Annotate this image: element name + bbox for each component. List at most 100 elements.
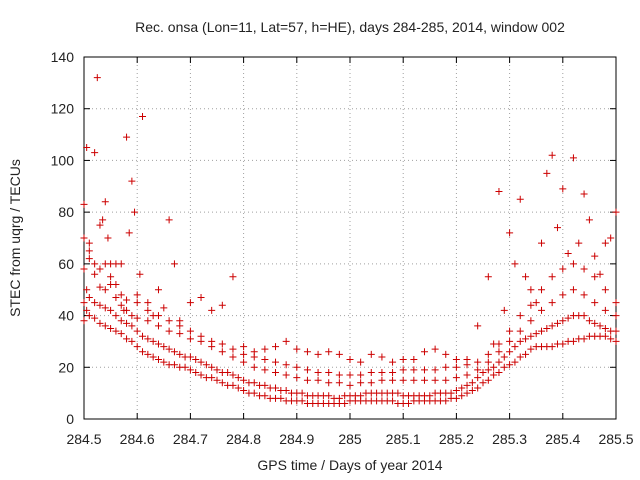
data-point — [144, 317, 152, 325]
data-point — [224, 368, 232, 376]
data-point — [240, 358, 248, 366]
data-point — [80, 200, 88, 208]
data-point — [99, 216, 107, 224]
data-point — [431, 366, 439, 374]
data-point — [240, 350, 248, 358]
data-point — [234, 384, 242, 392]
data-point — [107, 306, 115, 314]
data-point — [325, 379, 333, 387]
data-point — [506, 348, 514, 356]
x-tick-label: 284.7 — [173, 431, 208, 447]
data-point — [548, 322, 556, 330]
data-point — [112, 281, 120, 289]
data-point — [511, 260, 519, 268]
data-point — [532, 299, 540, 307]
data-point — [500, 306, 508, 314]
data-point — [527, 301, 535, 309]
data-point — [123, 133, 131, 141]
data-point — [500, 363, 508, 371]
data-point — [123, 335, 131, 343]
data-point — [117, 330, 125, 338]
data-point — [101, 286, 109, 294]
data-point — [229, 381, 237, 389]
data-point — [91, 299, 99, 307]
data-point — [569, 260, 577, 268]
data-point — [516, 327, 524, 335]
data-point — [463, 389, 471, 397]
data-point — [250, 363, 258, 371]
data-point — [101, 198, 109, 206]
data-point — [117, 317, 125, 325]
data-point — [218, 340, 226, 348]
data-point — [123, 296, 131, 304]
data-point — [80, 317, 88, 325]
data-point — [575, 239, 583, 247]
data-point — [229, 371, 237, 379]
data-point — [490, 363, 498, 371]
data-point — [139, 112, 147, 120]
data-point — [516, 353, 524, 361]
data-point — [442, 350, 450, 358]
data-point — [91, 260, 99, 268]
data-point — [484, 350, 492, 358]
data-point — [591, 273, 599, 281]
data-point — [612, 299, 620, 307]
data-point — [474, 366, 482, 374]
y-tick-label: 100 — [51, 152, 75, 168]
data-point — [83, 306, 91, 314]
data-point — [607, 234, 615, 242]
data-point — [612, 208, 620, 216]
data-point — [506, 327, 514, 335]
data-point — [559, 317, 567, 325]
data-point — [468, 379, 476, 387]
data-point — [357, 379, 365, 387]
data-point — [197, 293, 205, 301]
data-point — [208, 374, 216, 382]
data-point — [580, 265, 588, 273]
data-point — [527, 286, 535, 294]
data-point — [149, 337, 157, 345]
data-point — [80, 299, 88, 307]
data-point — [548, 299, 556, 307]
data-point — [234, 374, 242, 382]
data-point — [261, 366, 269, 374]
data-point — [128, 177, 136, 185]
data-point — [522, 273, 530, 281]
data-point — [272, 384, 280, 392]
data-point — [165, 345, 173, 353]
data-point — [85, 247, 93, 255]
data-point — [128, 312, 136, 320]
data-point — [170, 260, 178, 268]
data-point — [314, 350, 322, 358]
data-point — [399, 366, 407, 374]
data-point — [133, 291, 141, 299]
data-point — [538, 306, 546, 314]
data-point — [553, 319, 561, 327]
data-point — [442, 397, 450, 405]
data-point — [85, 293, 93, 301]
data-point — [495, 358, 503, 366]
data-point — [452, 387, 460, 395]
data-point — [144, 306, 152, 314]
data-point — [484, 358, 492, 366]
data-point — [506, 361, 514, 369]
data-point — [463, 371, 471, 379]
data-point — [538, 327, 546, 335]
data-point — [410, 356, 418, 364]
data-point — [335, 371, 343, 379]
data-point — [527, 332, 535, 340]
data-point — [240, 343, 248, 351]
data-point — [506, 229, 514, 237]
data-point — [293, 345, 301, 353]
data-point — [165, 317, 173, 325]
data-point — [585, 317, 593, 325]
data-point — [511, 343, 519, 351]
data-point — [335, 350, 343, 358]
data-point — [250, 389, 258, 397]
data-point — [282, 337, 290, 345]
data-point — [569, 337, 577, 345]
data-point — [133, 327, 141, 335]
data-point — [303, 366, 311, 374]
x-tick-label: 284.9 — [279, 431, 314, 447]
data-point — [202, 361, 210, 369]
